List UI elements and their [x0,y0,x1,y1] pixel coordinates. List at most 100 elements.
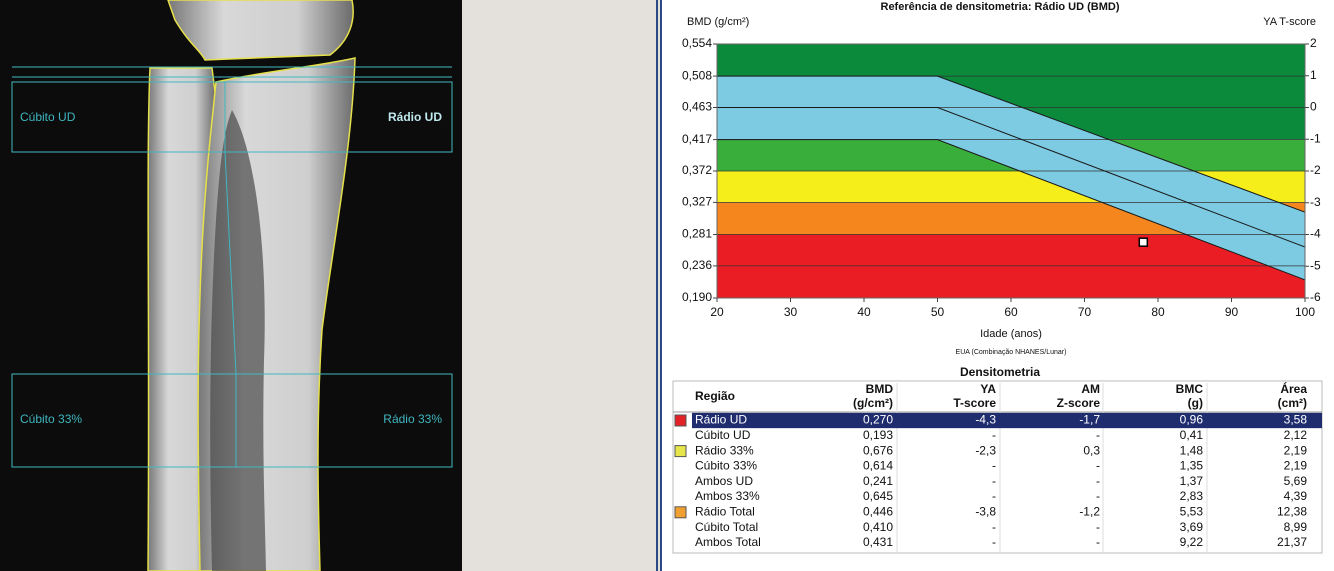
column-header: Região [695,389,735,403]
table-title: Densitometria [960,365,1040,379]
table-cell: Cúbito UD [695,428,751,442]
selected-row [692,412,1322,429]
y-tick-label: 0,508 [682,68,712,82]
y-tick-label: 0,190 [682,290,712,304]
table-cell: 9,22 [1180,535,1204,549]
reference-line [717,139,1305,281]
roi-label: Rádio 33% [383,412,442,426]
x-tick-label: 40 [857,305,871,319]
table-cell: -1,2 [1079,504,1100,518]
table-cell: Ambos UD [695,474,753,488]
roi-lines [11,66,453,468]
table-cell: 1,35 [1180,459,1204,473]
column-header: BMD [866,382,894,396]
plot [717,44,1305,298]
carpal-bones [167,0,354,61]
table-cell: 2,19 [1284,459,1308,473]
column-header: AM [1081,382,1100,396]
table-cell: 0,241 [863,474,893,488]
column-header: (g/cm²) [853,396,893,410]
table-cell: 0,41 [1180,428,1204,442]
table-cell: Rádio 33% [695,443,754,457]
table-cell: - [992,474,996,488]
table-cell: -1,7 [1079,413,1100,427]
y2-tick-label: 0 [1310,100,1317,114]
table-cell: 0,676 [863,443,893,457]
y2-tick-label: 2 [1310,36,1317,50]
source-note: EUA (Combinação NHANES/Lunar) [956,349,1067,356]
x-tick-label: 20 [710,305,724,319]
y-tick-label: 0,417 [682,132,712,146]
table-cell: 0,3 [1083,443,1100,457]
y-axis-label: BMD (g/cm²) [687,16,749,28]
table-cell: Cúbito Total [695,520,758,534]
table-cell: - [1096,520,1100,534]
table-cell: - [992,459,996,473]
column-header: Área [1280,381,1307,396]
table-cell: - [992,428,996,442]
table-cell: 8,99 [1284,520,1308,534]
table-cell: - [992,489,996,503]
roi-label: Cúbito UD [20,110,76,124]
table-cell: 2,83 [1180,489,1204,503]
table-cell: 3,69 [1180,520,1204,534]
column-header: (g) [1188,396,1203,410]
table-cell: 5,69 [1284,474,1308,488]
table-cell: - [992,520,996,534]
table-cell: - [1096,535,1100,549]
y2-tick-label: -6 [1310,290,1321,304]
table-cell: 0,431 [863,535,893,549]
table-cell: 2,19 [1284,443,1308,457]
x-tick-label: 50 [931,305,945,319]
y2-tick-label: -3 [1310,195,1321,209]
table-cell: 12,38 [1277,504,1307,518]
table-cell: 1,37 [1180,474,1204,488]
table-cell: - [1096,459,1100,473]
row-marker[interactable] [674,445,687,458]
x-tick-label: 100 [1295,305,1315,319]
row-marker[interactable] [674,414,687,427]
x-axis-label: Idade (anos) [980,328,1042,340]
y-tick-label: 0,372 [682,163,712,177]
y-tick-label: 0,236 [682,258,712,272]
table-cell: Ambos Total [695,535,761,549]
table-cell: - [1096,474,1100,488]
table-cell: 0,410 [863,520,893,534]
y-tick-label: 0,281 [682,227,712,241]
table-cell: -3,8 [975,504,996,518]
y-tick-label: 0,554 [682,36,712,50]
table-cell: 0,270 [863,413,893,427]
table-cell: 0,614 [863,459,893,473]
y2-tick-label: -5 [1310,258,1321,272]
row-marker[interactable] [674,506,687,519]
table-cell: Rádio Total [695,504,755,518]
gap-panel [462,0,656,571]
table-cell: - [1096,428,1100,442]
y2-axis-label: YA T-score [1263,16,1316,28]
y2-tick-label: -1 [1310,131,1321,145]
y2-tick-label: 1 [1310,68,1317,82]
table-cell: 4,39 [1284,489,1308,503]
x-tick-label: 60 [1004,305,1018,319]
table-cell: Cúbito 33% [695,459,757,473]
table-cell: Ambos 33% [695,489,760,503]
table-cell: 0,645 [863,489,893,503]
table-cell: 3,58 [1284,413,1308,427]
table-cell: 0,96 [1180,413,1204,427]
reference-line [717,107,1305,248]
x-tick-label: 70 [1078,305,1092,319]
x-tick-label: 90 [1225,305,1239,319]
reference-band [717,76,1305,280]
column-header: Z-score [1057,396,1101,410]
roi-label: Cúbito 33% [20,412,82,426]
y2-tick-label: -4 [1310,227,1321,241]
y-tick-label: 0,327 [682,195,712,209]
x-tick-label: 80 [1151,305,1165,319]
column-header: BMC [1176,382,1204,396]
table-cell: 2,12 [1284,428,1308,442]
table-cell: -4,3 [975,413,996,427]
chart-title: Referência de densitometria: Rádio UD (B… [881,1,1120,13]
medullary-canal [210,110,266,571]
